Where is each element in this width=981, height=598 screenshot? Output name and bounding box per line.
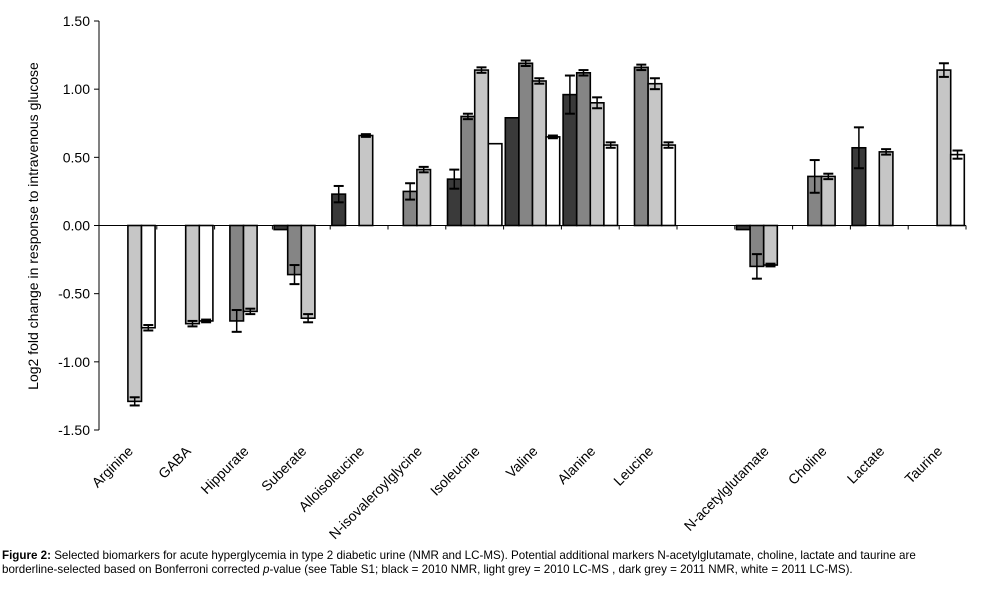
error-bar [938,62,949,78]
category-label: Isoleucine [427,443,483,499]
error-bar [462,112,473,121]
error-bar [129,396,140,407]
caption-label: Figure 2: [2,549,51,562]
bar-GABA-2010-LC-MS [184,224,201,325]
bar-Choline-2010-LC-MS [820,175,836,227]
category-label: Choline [785,443,830,488]
bar-Hippurate-2011-NMR [229,224,245,322]
error-bar [418,165,429,174]
bar-N-acetylglutamate-2010-LC-MS [762,224,779,266]
bar-N-isovaleroylglycine-2010-LC-MS [416,168,432,227]
y-tick-label: 1.50 [63,13,90,29]
bar-Valine-2011-LC-MS [545,136,561,227]
category-label: Valine [503,443,541,481]
category-label: Arginine [88,443,136,491]
bar-Suberate-2010-NMR [273,224,289,231]
category-label: Alanine [554,443,598,487]
error-bar [881,148,892,156]
error-bar [143,324,154,332]
figure-caption: Figure 2: Selected biomarkers for acute … [2,549,974,576]
caption-text-1: Selected biomarkers for acute hyperglyce… [2,549,916,576]
error-bar [952,149,963,160]
error-bar [534,77,545,85]
error-bar [405,182,416,201]
y-tick-label: 0.50 [63,149,90,165]
bar-Taurine-2010-LC-MS [936,69,952,227]
error-bar [809,159,820,194]
bar-Arginine-2010-LC-MS [127,224,143,403]
category-label: N-acetylglutamate [681,443,772,534]
error-bar [564,74,575,115]
y-axis-title: Log2 fold change in response to intraven… [25,62,41,390]
y-tick-label: -1.50 [58,422,90,438]
category-label: Lactate [844,443,888,487]
error-bar [449,168,460,190]
bar-layer [127,59,966,407]
y-tick-label: -0.50 [58,286,90,302]
bar-Leucine-2011-NMR [633,66,649,227]
category-label: GABA [155,442,194,481]
y-tick-label: -1.00 [58,354,90,370]
bar-Valine-2010-LC-MS [531,80,547,227]
y-tick-label: 0.00 [63,218,90,234]
error-bar [201,318,212,324]
error-bar [751,253,762,280]
bar-Alanine-2011-NMR [575,72,592,227]
bar-Alanine-2010-LC-MS [589,102,605,227]
error-bar [476,66,487,74]
category-label: Taurine [901,443,945,487]
category-label: Leucine [610,443,656,489]
bar-Alloisoleucine-2010-LC-MS [358,134,374,227]
error-bar [605,141,616,149]
error-bar [245,307,256,316]
error-bar [303,313,314,324]
category-label: Hippurate [197,443,251,497]
error-bar [853,126,864,170]
bar-chart: 1.50 1.00 0.50 0.00 -0.50 -1.00 -1.50 Arginine G… [25,13,967,542]
error-bar [592,96,603,110]
error-bar [231,309,242,333]
error-bar [333,184,344,204]
bar-Arginine-2011-LC-MS [140,224,156,329]
error-bar [765,262,776,268]
error-bar [289,264,300,286]
bar-Lactate-2010-LC-MS [878,151,894,227]
bar-Isoleucine-2011-NMR [460,115,476,227]
error-bar [649,77,660,91]
bar-Leucine-2010-LC-MS [647,82,663,227]
bar-Suberate-2010-LC-MS [300,224,316,320]
error-bar [578,69,589,77]
error-bar [823,172,834,181]
bar-Leucine-2011-LC-MS [660,144,677,227]
category-label: Suberate [258,443,310,495]
error-bar [663,141,674,149]
bar-Valine-2010-NMR [504,116,520,227]
bar-Hippurate-2010-LC-MS [242,224,258,313]
error-bar [636,63,647,72]
bar-Alanine-2011-LC-MS [603,144,619,227]
bar-GABA-2011-LC-MS [198,224,214,322]
bar-Isoleucine-2010-LC-MS [473,69,490,227]
caption-text-2: -value (see Table S1; black = 2010 NMR, … [269,562,853,576]
bar-Valine-2011-NMR [518,62,534,227]
bar-Isoleucine-2011-LC-MS [487,142,503,227]
y-tick-label: 1.00 [63,81,90,97]
error-bar [520,59,531,67]
bar-Taurine-2011-LC-MS [949,153,966,227]
error-bar [360,133,371,138]
caption-p: p [263,562,270,576]
error-bar [187,319,198,328]
error-bar [547,134,558,140]
bar-N-acetylglutamate-2010-NMR [735,224,751,231]
